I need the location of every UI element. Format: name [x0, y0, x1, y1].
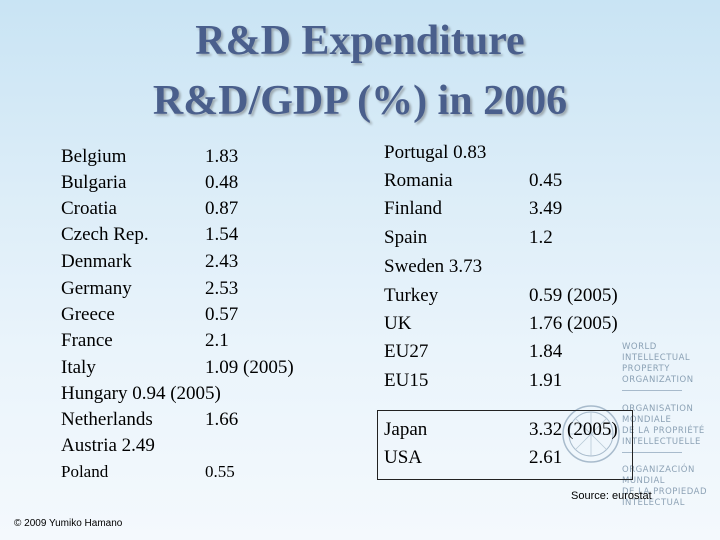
rd-value: 0.45	[529, 170, 563, 191]
source-note: Source: eurostat	[571, 490, 652, 502]
rd-value: 3.49	[529, 198, 563, 219]
country-name: Turkey	[384, 285, 439, 306]
list-item: Austria 2.49	[61, 435, 155, 456]
wipo-text-11: DE LA PROPIEDAD	[622, 487, 708, 497]
rd-value: 1.2	[529, 227, 553, 248]
wipo-divider	[622, 390, 682, 391]
list-item: Hungary 0.94 (2005)	[61, 383, 221, 404]
wipo-divider	[622, 452, 682, 453]
rd-value: 0.55	[205, 462, 235, 481]
country-name: EU15	[384, 370, 429, 391]
wipo-text-7: DE LA PROPRIÉTÉ	[622, 426, 705, 436]
rd-value: 3.32 (2005)	[529, 419, 618, 440]
rd-value: 1.84	[529, 341, 563, 362]
list-item: Portugal 0.83	[384, 142, 487, 163]
rd-value: 2.1	[205, 330, 229, 351]
country-name: Germany	[61, 278, 132, 299]
country-name: Denmark	[61, 251, 132, 272]
country-name: Netherlands	[61, 409, 153, 430]
country-name: Czech Rep.	[61, 224, 149, 245]
rd-value: 0.87	[205, 198, 239, 219]
slide-title-line-1: R&D Expenditure	[195, 18, 525, 64]
rd-value: 1.09 (2005)	[205, 357, 294, 378]
rd-value: 0.48	[205, 172, 239, 193]
rd-value: 1.54	[205, 224, 239, 245]
wipo-emblem-icon	[562, 405, 620, 463]
country-name: UK	[384, 313, 412, 334]
wipo-text-9: ORGANIZACIÓN	[622, 465, 695, 475]
rd-value: 2.53	[205, 278, 239, 299]
list-item: Sweden 3.73	[384, 256, 483, 277]
country-name: Poland	[61, 462, 109, 481]
country-name: Croatia	[61, 198, 117, 219]
country-name: Bulgaria	[61, 172, 127, 193]
rd-value: 0.57	[205, 304, 239, 325]
country-name: France	[61, 330, 113, 351]
wipo-text-6: MONDIALE	[622, 415, 672, 425]
rd-value: 2.61	[529, 447, 563, 468]
country-name: EU27	[384, 341, 429, 362]
country-name: USA	[384, 447, 423, 468]
country-name: Belgium	[61, 146, 127, 167]
slide-title-line-2: R&D/GDP (%) in 2006	[152, 78, 568, 124]
wipo-text-12: INTELECTUAL	[622, 498, 685, 508]
rd-value: 1.91	[529, 370, 563, 391]
country-name: Finland	[384, 198, 443, 219]
wipo-text-2: INTELLECTUAL	[622, 353, 691, 363]
country-name: Japan	[384, 419, 428, 440]
rd-value: 0.59 (2005)	[529, 285, 618, 306]
japan-usa-box	[377, 410, 633, 480]
wipo-text-1: WORLD	[622, 342, 657, 352]
wipo-text-3: PROPERTY	[622, 364, 670, 374]
copyright-note: © 2009 Yumiko Hamano	[14, 518, 123, 529]
wipo-text-8: INTELLECTUELLE	[622, 437, 701, 447]
wipo-logo: WORLD INTELLECTUAL PROPERTY ORGANIZATION…	[560, 335, 720, 525]
rd-value: 1.83	[205, 146, 239, 167]
country-name: Italy	[61, 357, 96, 378]
rd-value: 1.76 (2005)	[529, 313, 618, 334]
country-name: Greece	[61, 304, 115, 325]
wipo-text-4: ORGANIZATION	[622, 375, 694, 385]
country-name: Romania	[384, 170, 453, 191]
rd-value: 2.43	[205, 251, 239, 272]
wipo-text-5: ORGANISATION	[622, 404, 694, 414]
country-name: Spain	[384, 227, 428, 248]
rd-value: 1.66	[205, 409, 239, 430]
wipo-text-10: MUNDIAL	[622, 476, 666, 486]
